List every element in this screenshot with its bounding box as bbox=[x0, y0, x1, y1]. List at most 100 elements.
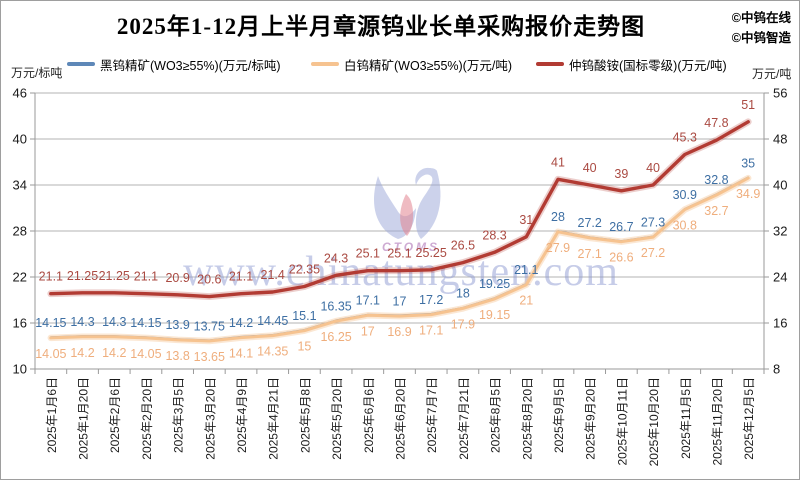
data-label: 30.9 bbox=[673, 188, 697, 202]
x-tick-label: 2025年2月20日 bbox=[140, 377, 154, 460]
data-label: 21.1 bbox=[134, 270, 158, 284]
x-tick-label: 2025年9月5日 bbox=[552, 377, 566, 453]
x-tick-label: 2025年5月20日 bbox=[330, 377, 344, 460]
x-tick-label: 2025年9月20日 bbox=[584, 377, 598, 460]
data-label: 25.1 bbox=[387, 247, 411, 261]
data-label: 14.2 bbox=[102, 346, 126, 360]
x-tick-label: 2025年10月20日 bbox=[647, 377, 661, 466]
chart-title: 2025年1-12月上半月章源钨业长单采购报价走势图 bbox=[116, 14, 646, 39]
copyright-credits: ©中钨在线 ©中钨智造 bbox=[732, 8, 791, 48]
left-axis-tick-label: 22 bbox=[13, 270, 27, 285]
data-label: 26.5 bbox=[451, 239, 475, 253]
legend: 黑钨精矿(WO3≥55%)(万元/标吨) 白钨精矿(WO3≥55%)(万元/吨)… bbox=[1, 56, 799, 73]
watermark-logo-text: CTOMS bbox=[382, 240, 440, 254]
data-label: 27.9 bbox=[546, 241, 570, 255]
x-tick-label: 2025年5月8日 bbox=[298, 377, 312, 453]
data-label: 16.35 bbox=[320, 299, 351, 313]
x-tick-label: 2025年6月6日 bbox=[362, 377, 376, 453]
x-tick-label: 2025年4月21日 bbox=[267, 377, 281, 460]
left-axis-unit: 万元/标吨 bbox=[11, 66, 63, 80]
left-axis-tick-label: 28 bbox=[13, 224, 27, 239]
data-label: 21.25 bbox=[99, 269, 130, 283]
watermark-logo-right-wing-icon bbox=[415, 167, 441, 239]
legend-line-swatch-icon bbox=[311, 62, 339, 66]
data-label: 17.2 bbox=[419, 293, 443, 307]
data-label: 32.8 bbox=[704, 173, 728, 187]
data-label: 14.35 bbox=[257, 345, 288, 359]
data-label: 16.25 bbox=[320, 330, 351, 344]
data-label: 27.2 bbox=[578, 216, 602, 230]
right-axis-tick-label: 24 bbox=[773, 270, 787, 285]
data-label: 14.2 bbox=[70, 346, 94, 360]
data-label: 41 bbox=[551, 155, 565, 169]
right-axis-tick-label: 40 bbox=[773, 178, 787, 193]
data-label: 17.1 bbox=[356, 294, 380, 308]
data-label: 15.1 bbox=[292, 309, 316, 323]
data-label: 13.65 bbox=[194, 350, 225, 364]
data-label: 32.7 bbox=[704, 204, 728, 218]
x-tick-label: 2025年11月20日 bbox=[710, 377, 724, 466]
data-label: 21.25 bbox=[67, 269, 98, 283]
right-axis-tick-label: 16 bbox=[773, 316, 787, 331]
legend-item-black-tungsten: 黑钨精矿(WO3≥55%)(万元/标吨) bbox=[67, 56, 281, 73]
data-label: 34.9 bbox=[736, 187, 760, 201]
data-label: 13.8 bbox=[165, 349, 189, 363]
x-tick-label: 2025年8月5日 bbox=[489, 377, 503, 453]
data-label: 14.15 bbox=[35, 316, 66, 330]
x-tick-label: 2025年10月11日 bbox=[615, 377, 629, 466]
data-label: 39 bbox=[614, 167, 628, 181]
data-label: 17.9 bbox=[451, 317, 475, 331]
data-label: 13.9 bbox=[165, 318, 189, 332]
data-label: 17 bbox=[361, 324, 375, 338]
data-label: 14.3 bbox=[70, 315, 94, 329]
data-label: 30.8 bbox=[673, 219, 697, 233]
data-label: 24.3 bbox=[324, 251, 348, 265]
data-label: 40 bbox=[583, 161, 597, 175]
x-tick-label: 2025年7月7日 bbox=[425, 377, 439, 453]
data-label: 21.1 bbox=[229, 270, 253, 284]
right-axis-unit: 万元/吨 bbox=[752, 67, 792, 81]
data-label: 27.1 bbox=[578, 247, 602, 261]
data-label: 14.45 bbox=[257, 314, 288, 328]
x-tick-label: 2025年4月9日 bbox=[235, 377, 249, 453]
legend-item-white-tungsten: 白钨精矿(WO3≥55%)(万元/吨) bbox=[311, 56, 512, 73]
legend-label: 黑钨精矿(WO3≥55%)(万元/标吨) bbox=[100, 58, 281, 73]
data-label: 14.1 bbox=[229, 347, 253, 361]
data-label: 14.2 bbox=[229, 316, 253, 330]
copyright-line-1: ©中钨在线 bbox=[731, 11, 791, 25]
data-label: 14.15 bbox=[130, 316, 161, 330]
data-label: 47.8 bbox=[704, 116, 728, 130]
right-axis-tick-label: 56 bbox=[773, 86, 787, 101]
data-label: 13.75 bbox=[194, 319, 225, 333]
data-label: 21.4 bbox=[261, 268, 285, 282]
data-label: 19.15 bbox=[479, 308, 510, 322]
data-label: 25.1 bbox=[356, 247, 380, 261]
data-label: 31 bbox=[519, 213, 533, 227]
x-tick-label: 2025年8月20日 bbox=[520, 377, 534, 460]
data-label: 26.7 bbox=[609, 220, 633, 234]
legend-label: 仲钨酸铵(国标零级)(万元/吨) bbox=[569, 58, 727, 73]
copyright-line-2: ©中钨智造 bbox=[731, 31, 791, 45]
right-axis-tick-label: 8 bbox=[773, 362, 780, 377]
data-label: 35 bbox=[741, 156, 755, 170]
data-label: 21.1 bbox=[39, 270, 63, 284]
data-label: 27.2 bbox=[641, 246, 665, 260]
data-label: 15 bbox=[297, 340, 311, 354]
x-tick-label: 2025年6月20日 bbox=[394, 377, 408, 460]
data-label: 18 bbox=[456, 287, 470, 301]
right-axis-tick-label: 48 bbox=[773, 132, 787, 147]
x-tick-label: 2025年2月6日 bbox=[108, 377, 122, 453]
legend-label: 白钨精矿(WO3≥55%)(万元/吨) bbox=[344, 58, 512, 73]
data-label: 25.25 bbox=[416, 246, 447, 260]
data-label: 14.05 bbox=[35, 347, 66, 361]
data-label: 17 bbox=[393, 294, 407, 308]
data-label: 17.1 bbox=[419, 324, 443, 338]
data-label: 20.9 bbox=[165, 271, 189, 285]
data-label: 45.3 bbox=[673, 131, 697, 145]
left-axis-tick-label: 46 bbox=[13, 86, 27, 101]
left-axis-tick-label: 34 bbox=[13, 178, 27, 193]
data-label: 19.25 bbox=[479, 277, 510, 291]
x-tick-label: 2025年12月5日 bbox=[742, 377, 756, 460]
right-axis-tick-label: 32 bbox=[773, 224, 787, 239]
